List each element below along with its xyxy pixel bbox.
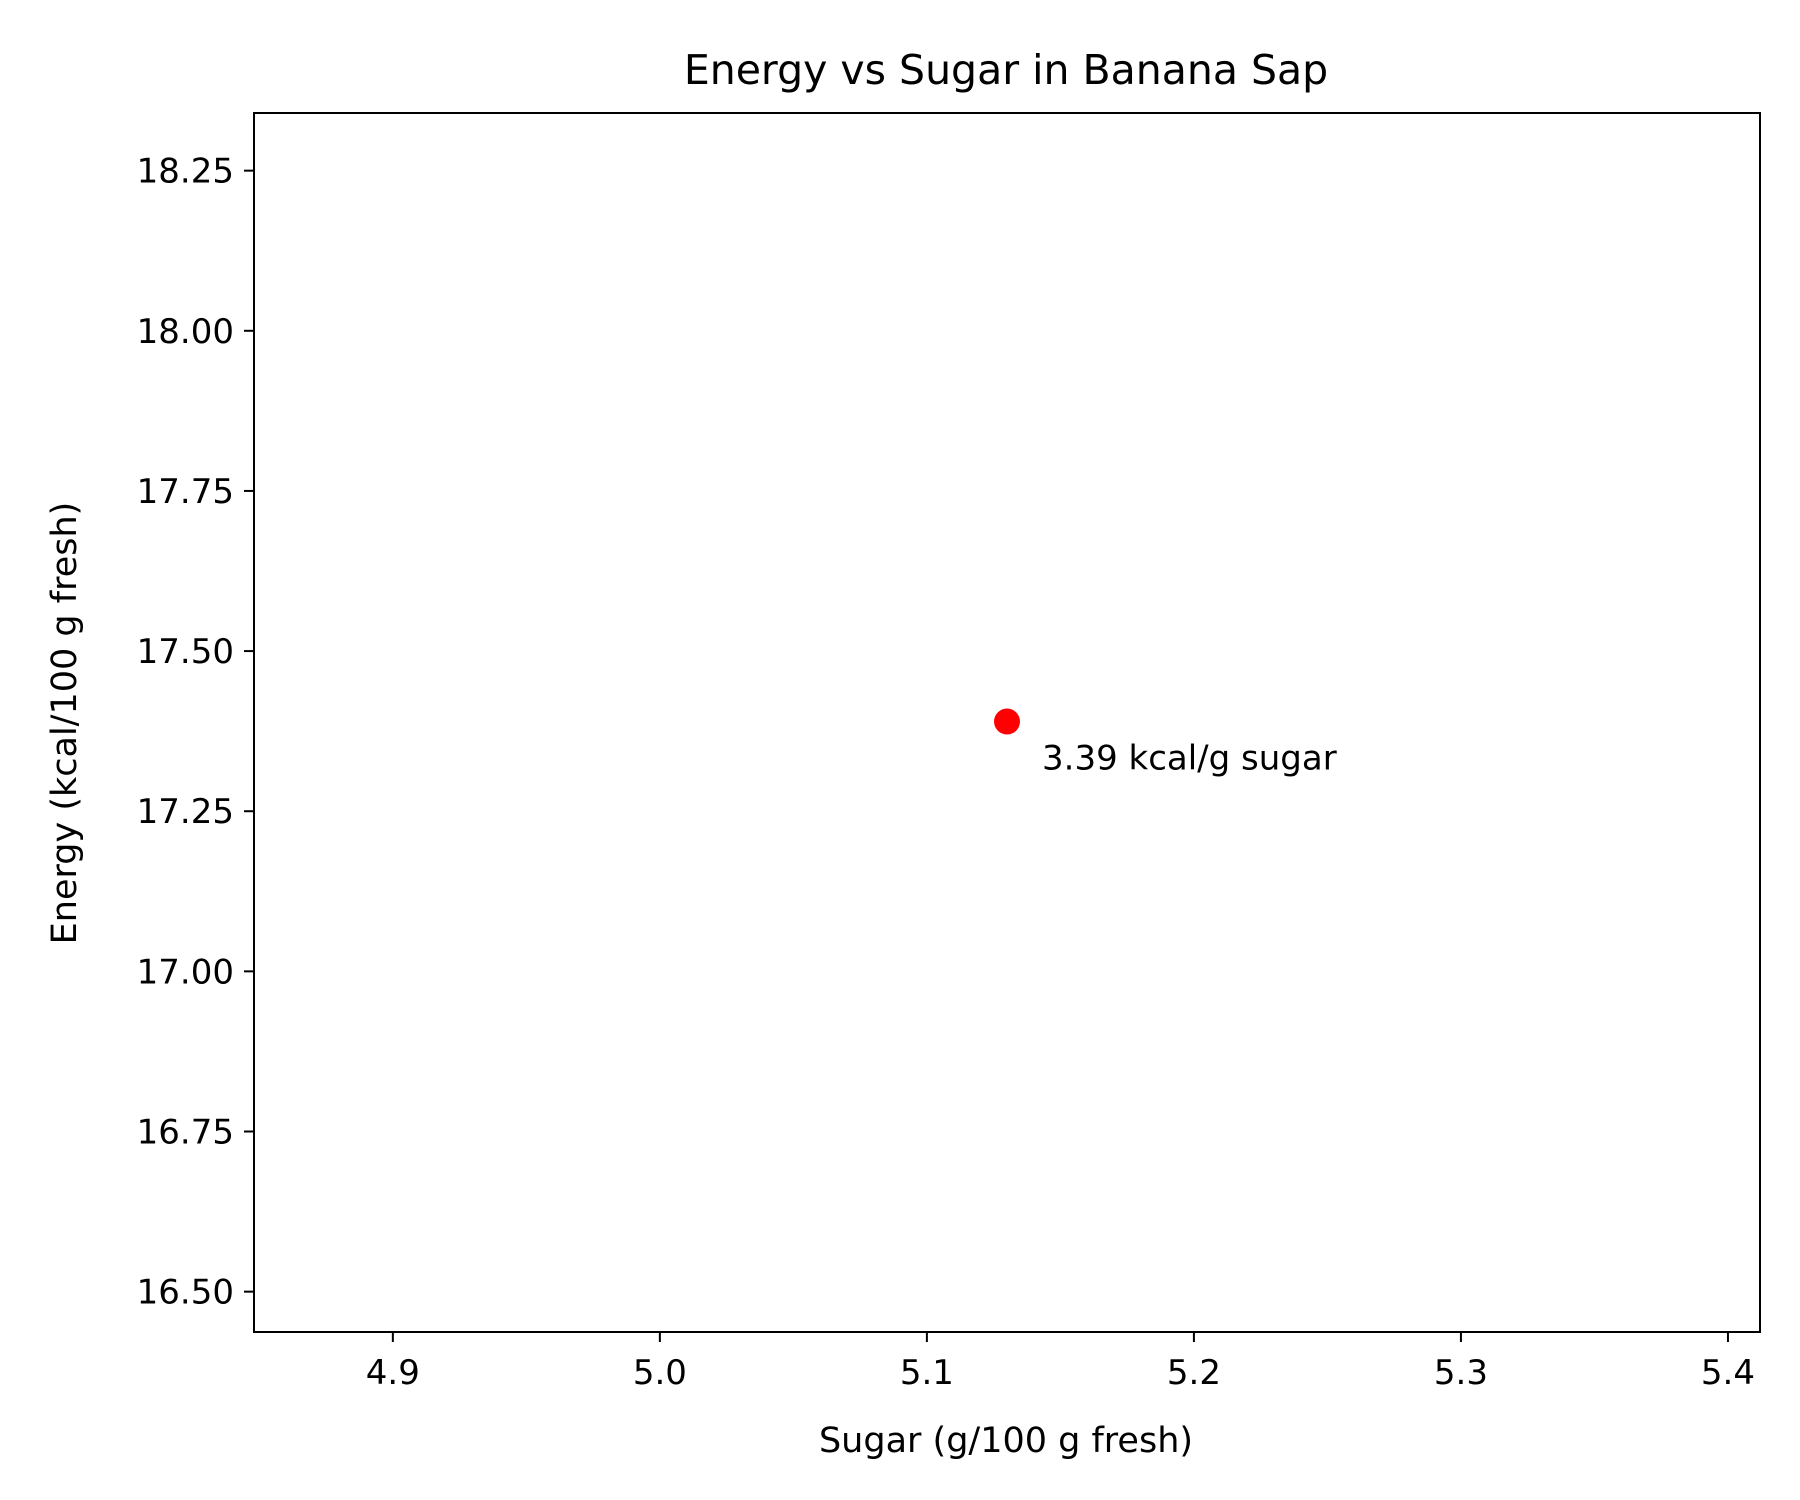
y-tick-label: 17.00 [137, 952, 234, 992]
plot-frame [253, 112, 1761, 1333]
x-tick-label: 4.9 [366, 1353, 420, 1393]
point-annotation: 3.39 kcal/g sugar [1042, 739, 1337, 779]
x-tick-label: 5.4 [1701, 1353, 1755, 1393]
x-tick-label: 5.3 [1434, 1353, 1488, 1393]
x-axis-label: Sugar (g/100 g fresh) [819, 1421, 1193, 1461]
y-axis: 16.50 16.75 17.00 17.25 17.50 17.75 18.00 18.25 [137, 152, 254, 1313]
data-point [994, 708, 1020, 735]
y-tick-label: 17.25 [137, 792, 234, 832]
y-tick-label: 17.50 [137, 632, 234, 672]
y-tick-label: 16.50 [137, 1273, 234, 1313]
y-tick-label: 16.75 [137, 1113, 234, 1153]
plot-area [253, 112, 1761, 1333]
x-axis: 4.9 5.0 5.1 5.2 5.3 5.4 [366, 1332, 1755, 1393]
y-tick-label: 18.00 [137, 312, 234, 352]
data-points: 3.39 kcal/g sugar [994, 708, 1337, 779]
x-tick-label: 5.1 [900, 1353, 954, 1393]
x-tick-label: 5.0 [633, 1353, 687, 1393]
chart-title: Energy vs Sugar in Banana Sap [684, 46, 1328, 94]
y-tick-label: 17.75 [137, 472, 234, 512]
x-tick-label: 5.2 [1167, 1353, 1221, 1393]
y-axis-label: Energy (kcal/100 g fresh) [45, 502, 85, 945]
y-tick-label: 18.25 [137, 152, 234, 192]
